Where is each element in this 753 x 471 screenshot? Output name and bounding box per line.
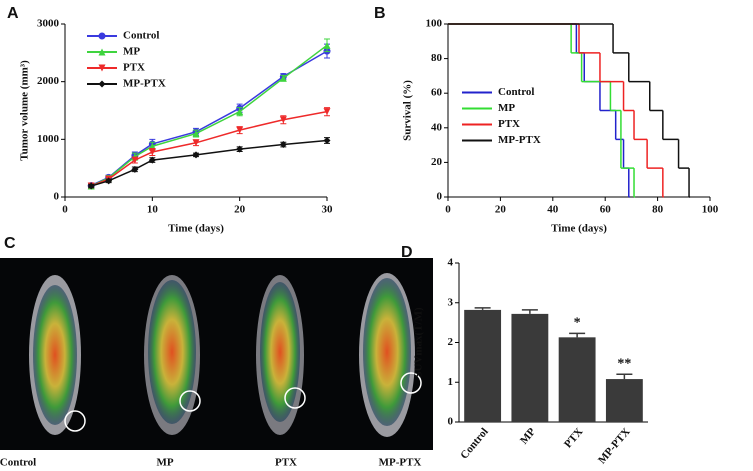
- x-tick-label: 60: [600, 204, 612, 216]
- x-tick-label: 80: [652, 204, 664, 216]
- x-tick-label: 0: [445, 204, 451, 216]
- error-bar: [569, 332, 586, 338]
- y-tick-label: 0: [54, 191, 60, 203]
- legend-marker: [98, 32, 106, 40]
- y-tick-label: 2: [448, 336, 454, 348]
- series-line: [90, 139, 328, 187]
- x-tick-label: 30: [322, 204, 334, 216]
- image-caption: PTX: [275, 457, 297, 469]
- series-line: [90, 44, 328, 187]
- marker: [236, 108, 244, 116]
- error-bar: [521, 309, 538, 314]
- y-tick-label: 0: [437, 191, 443, 203]
- x-tick-label: 40: [547, 204, 559, 216]
- image-caption: MP: [156, 457, 173, 469]
- marker: [279, 74, 287, 82]
- panel-label: C: [4, 235, 16, 252]
- y-tick-label: 40: [431, 121, 443, 133]
- marker: [148, 142, 156, 150]
- legend-label: PTX: [123, 62, 145, 74]
- marker: [323, 41, 331, 49]
- marker: [279, 116, 287, 124]
- legend-label: Control: [123, 30, 159, 42]
- x-axis-label: Time (days): [551, 223, 607, 235]
- bar: [511, 313, 549, 422]
- x-tick-label: PTX: [562, 426, 585, 451]
- y-tick-label: 0: [448, 416, 454, 428]
- x-tick-label: 0: [62, 204, 68, 216]
- mouse: [359, 273, 422, 437]
- legend-marker: [98, 80, 106, 88]
- y-tick-label: 4: [448, 257, 454, 269]
- image-panel: C Control MP PTX MP-PTX: [0, 235, 433, 469]
- marker: [236, 145, 244, 153]
- marker: [323, 136, 331, 144]
- marker: [131, 156, 139, 164]
- image-caption: Control: [0, 457, 36, 469]
- series-line: [90, 110, 328, 187]
- value-label: *: [574, 316, 581, 331]
- y-tick-label: 3: [448, 296, 454, 308]
- y-tick-label: 80: [431, 52, 443, 64]
- y-axis-label: SUVmax(T/M): [413, 307, 425, 378]
- legend-marker: [98, 48, 106, 56]
- mouse: [256, 275, 306, 435]
- x-tick-label: 10: [147, 204, 159, 216]
- image-caption: MP-PTX: [379, 457, 422, 469]
- marker: [148, 148, 156, 156]
- y-tick-label: 3000: [37, 18, 60, 30]
- error-bar: [474, 307, 491, 310]
- marker: [148, 156, 156, 164]
- panel-label: B: [374, 5, 386, 22]
- x-tick-label: 100: [702, 204, 719, 216]
- marker: [323, 108, 331, 116]
- marker: [279, 141, 287, 149]
- y-tick-label: 2000: [37, 75, 60, 87]
- y-tick-label: 100: [426, 18, 443, 30]
- value-label: **: [617, 357, 631, 372]
- legend-label: MP: [498, 102, 515, 114]
- y-tick-label: 60: [431, 87, 443, 99]
- y-axis-label: Survival (%): [402, 80, 414, 141]
- y-tick-label: 1000: [37, 133, 60, 145]
- legend-label: PTX: [498, 118, 520, 130]
- x-tick-label: 20: [234, 204, 246, 216]
- panel-label: D: [401, 244, 413, 261]
- error-bar: [616, 373, 633, 380]
- legend-label: MP-PTX: [498, 134, 541, 146]
- x-tick-label: MP: [518, 426, 538, 447]
- x-axis-label: Time (days): [168, 223, 224, 235]
- y-tick-label: 1: [448, 376, 454, 388]
- x-tick-label: MP-PTX: [596, 426, 633, 467]
- legend-label: Control: [498, 86, 534, 98]
- marker: [236, 126, 244, 134]
- marker: [87, 182, 95, 190]
- marker: [192, 151, 200, 159]
- mouse: [144, 275, 201, 435]
- x-tick-label: Control: [458, 426, 491, 462]
- x-tick-label: 20: [495, 204, 507, 216]
- legend-label: MP: [123, 46, 140, 58]
- bar: [464, 309, 502, 422]
- marker: [105, 177, 113, 185]
- mouse: [29, 275, 86, 435]
- legend-marker: [98, 64, 106, 72]
- marker: [131, 165, 139, 173]
- bar: [558, 337, 596, 422]
- y-axis-label: Tumor volume (mm³): [19, 60, 31, 161]
- bar: [605, 379, 643, 422]
- panel-label: A: [7, 5, 19, 22]
- y-tick-label: 20: [431, 156, 443, 168]
- marker: [192, 139, 200, 147]
- marker: [192, 130, 200, 138]
- legend-label: MP-PTX: [123, 78, 166, 90]
